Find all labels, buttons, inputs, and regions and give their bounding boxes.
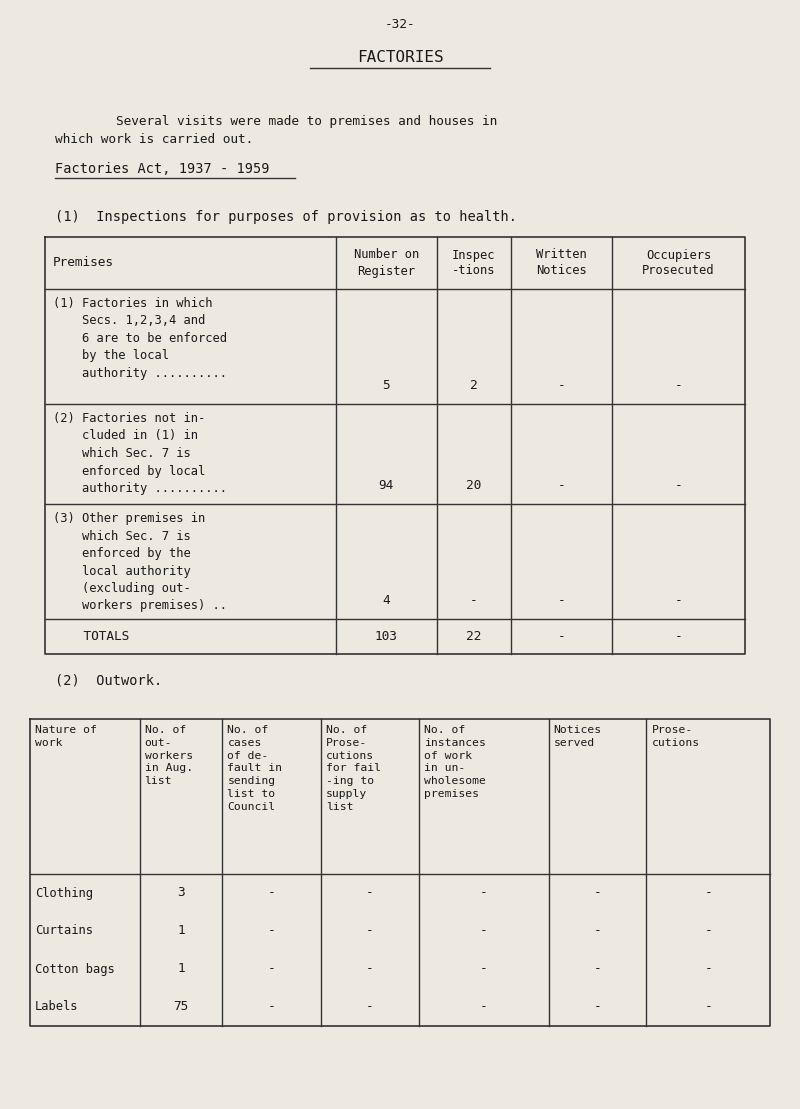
Text: Number on
Register: Number on Register <box>354 248 419 277</box>
Text: (3) Other premises in
    which Sec. 7 is
    enforced by the
    local authorit: (3) Other premises in which Sec. 7 is en… <box>53 512 227 612</box>
Text: Prose-
cutions: Prose- cutions <box>651 725 699 747</box>
Text: -: - <box>558 630 565 643</box>
Text: 20: 20 <box>466 479 482 492</box>
Text: -: - <box>674 379 682 391</box>
Text: -: - <box>594 925 602 937</box>
Text: -: - <box>558 379 565 391</box>
Text: -: - <box>594 963 602 976</box>
Text: Several visits were made to premises and houses in: Several visits were made to premises and… <box>55 115 498 128</box>
Text: -: - <box>594 1000 602 1014</box>
Text: 2: 2 <box>470 379 478 391</box>
Text: -: - <box>704 925 712 937</box>
Text: Occupiers
Prosecuted: Occupiers Prosecuted <box>642 248 714 277</box>
Text: 75: 75 <box>174 1000 189 1014</box>
Text: -32-: -32- <box>385 18 415 31</box>
Text: -: - <box>480 963 488 976</box>
Text: -: - <box>594 886 602 899</box>
Text: -: - <box>704 963 712 976</box>
Text: No. of
cases
of de-
fault in
sending
list to
Council: No. of cases of de- fault in sending lis… <box>227 725 282 812</box>
Text: -: - <box>704 886 712 899</box>
Text: 3: 3 <box>177 886 185 899</box>
Text: -: - <box>558 594 565 607</box>
Text: Written
Notices: Written Notices <box>536 248 586 277</box>
Text: 103: 103 <box>375 630 398 643</box>
Text: Clothing: Clothing <box>35 886 93 899</box>
Text: 1: 1 <box>177 925 185 937</box>
Text: Cotton bags: Cotton bags <box>35 963 114 976</box>
Text: (2) Factories not in-
    cluded in (1) in
    which Sec. 7 is
    enforced by l: (2) Factories not in- cluded in (1) in w… <box>53 413 227 495</box>
Text: 94: 94 <box>378 479 394 492</box>
Text: -: - <box>674 479 682 492</box>
Text: -: - <box>268 925 275 937</box>
Text: -: - <box>366 963 374 976</box>
Text: (2)  Outwork.: (2) Outwork. <box>55 674 162 688</box>
Text: No. of
out-
workers
in Aug.
list: No. of out- workers in Aug. list <box>145 725 193 786</box>
Text: (1) Factories in which
    Secs. 1,2,3,4 and
    6 are to be enforced
    by the: (1) Factories in which Secs. 1,2,3,4 and… <box>53 297 227 380</box>
Text: Inspec
-tions: Inspec -tions <box>452 248 495 277</box>
Text: Notices
served: Notices served <box>554 725 602 747</box>
Text: -: - <box>366 1000 374 1014</box>
Text: 1: 1 <box>177 963 185 976</box>
Text: No. of
Prose-
cutions
for fail
-ing to
supply
list: No. of Prose- cutions for fail -ing to s… <box>326 725 381 812</box>
Text: -: - <box>470 594 478 607</box>
Text: -: - <box>704 1000 712 1014</box>
Text: -: - <box>268 963 275 976</box>
Text: -: - <box>366 925 374 937</box>
Text: -: - <box>674 594 682 607</box>
Text: Curtains: Curtains <box>35 925 93 937</box>
Text: -: - <box>480 925 488 937</box>
Text: Nature of
work: Nature of work <box>35 725 97 747</box>
Text: Factories Act, 1937 - 1959: Factories Act, 1937 - 1959 <box>55 162 270 176</box>
Text: -: - <box>480 1000 488 1014</box>
Text: TOTALS: TOTALS <box>53 630 130 643</box>
Text: No. of
instances
of work
in un-
wholesome
premises: No. of instances of work in un- wholesom… <box>424 725 486 798</box>
Text: -: - <box>366 886 374 899</box>
Text: Premises: Premises <box>53 256 114 269</box>
Text: which work is carried out.: which work is carried out. <box>55 133 254 146</box>
Text: 5: 5 <box>382 379 390 391</box>
Text: 22: 22 <box>466 630 482 643</box>
Text: -: - <box>480 886 488 899</box>
Text: -: - <box>674 630 682 643</box>
Text: -: - <box>268 886 275 899</box>
Text: (1)  Inspections for purposes of provision as to health.: (1) Inspections for purposes of provisio… <box>55 210 517 224</box>
Text: Labels: Labels <box>35 1000 78 1014</box>
Text: 4: 4 <box>382 594 390 607</box>
Text: -: - <box>558 479 565 492</box>
Text: FACTORIES: FACTORIES <box>357 50 443 65</box>
Text: -: - <box>268 1000 275 1014</box>
